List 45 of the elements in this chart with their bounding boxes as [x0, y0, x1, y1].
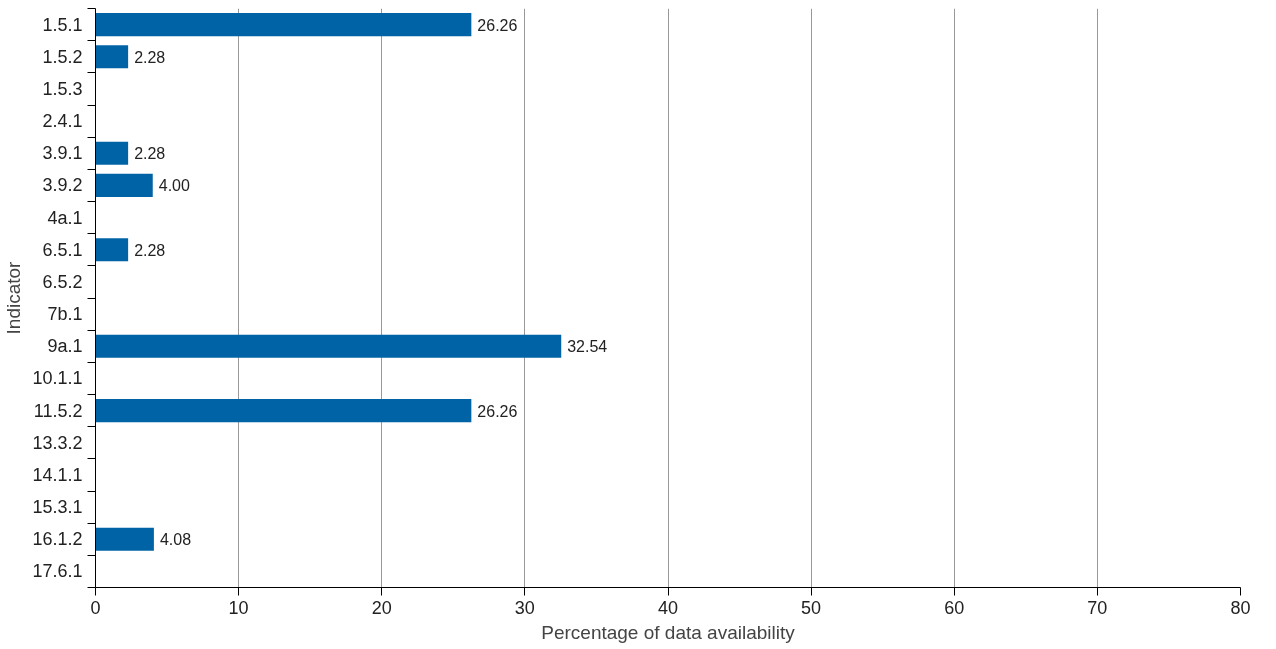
bar — [95, 334, 562, 358]
y-tick-label: 6.5.2 — [42, 271, 83, 292]
y-tick-label: 9a.1 — [47, 336, 83, 357]
x-tick-label: 10 — [228, 597, 249, 618]
bar — [95, 141, 129, 165]
y-tick-label: 1.5.3 — [42, 78, 83, 99]
x-tick-label: 0 — [90, 597, 101, 618]
y-tick-label: 1.5.1 — [42, 14, 83, 35]
y-tick-label: 6.5.1 — [42, 239, 83, 260]
y-tick-label: 11.5.2 — [33, 400, 83, 421]
bar — [95, 238, 129, 262]
data-label: 2.28 — [134, 145, 166, 163]
x-tick-label: 30 — [514, 597, 535, 618]
y-tick-label: 16.1.2 — [32, 529, 83, 550]
bar — [95, 527, 154, 551]
data-label: 26.26 — [477, 16, 518, 34]
data-label: 32.54 — [567, 338, 608, 356]
x-tick-label: 70 — [1087, 597, 1108, 618]
bar — [95, 13, 472, 37]
y-tick-label: 14.1.1 — [32, 464, 83, 485]
data-label: 4.08 — [159, 531, 192, 549]
x-tick-label: 50 — [801, 597, 822, 618]
y-tick-label: 3.9.1 — [42, 143, 83, 164]
y-tick-label: 3.9.2 — [42, 175, 83, 196]
x-tick-label: 80 — [1230, 597, 1251, 618]
bar — [95, 173, 153, 197]
y-tick-label: 2.4.1 — [42, 111, 83, 132]
y-tick-label: 1.5.2 — [42, 46, 83, 67]
data-label: 2.28 — [134, 48, 166, 66]
x-tick-label: 60 — [944, 597, 965, 618]
bar — [95, 45, 129, 69]
y-axis-title: Indicator — [3, 260, 25, 335]
x-axis-title: Percentage of data availability — [541, 621, 796, 643]
y-tick-label: 10.1.1 — [32, 368, 83, 389]
data-label: 4.00 — [158, 177, 190, 195]
x-tick-label: 40 — [657, 597, 679, 618]
y-tick-label: 7b.1 — [47, 304, 83, 325]
x-tick-label: 20 — [371, 597, 392, 618]
y-tick-label: 17.6.1 — [32, 561, 83, 582]
data-label: 2.28 — [134, 241, 166, 259]
y-tick-label: 13.3.2 — [32, 432, 83, 453]
y-tick-label: 15.3.1 — [32, 497, 83, 518]
data-label: 26.26 — [477, 402, 518, 420]
y-tick-label: 4a.1 — [47, 207, 83, 228]
bar — [95, 399, 472, 423]
